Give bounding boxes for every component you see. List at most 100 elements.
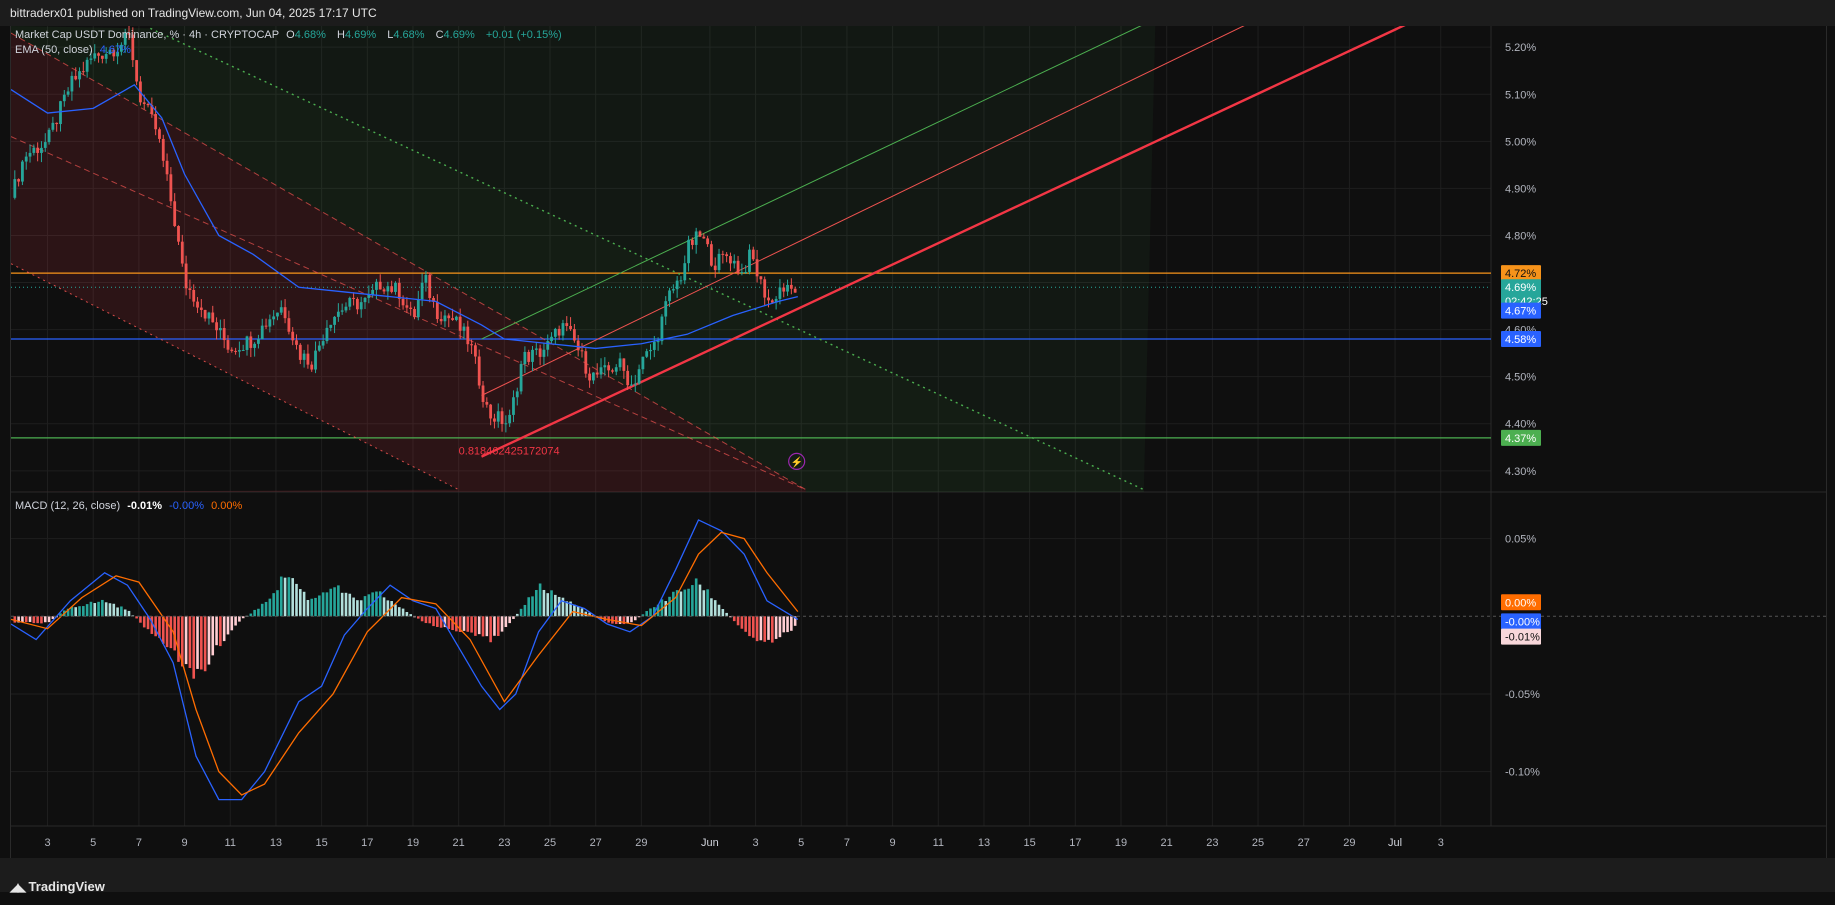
candle-body (283, 307, 287, 319)
candle-body (561, 323, 565, 336)
macd-histogram-bar (710, 598, 713, 617)
candle-body (158, 129, 161, 139)
candle-body (43, 142, 47, 148)
time-tick-label: 27 (1298, 837, 1310, 849)
macd-histogram-bar (222, 616, 226, 642)
time-tick-label: 9 (890, 837, 896, 849)
candle-body (390, 286, 394, 292)
macd-histogram-bar (729, 616, 732, 618)
macd-histogram-bar (576, 606, 580, 617)
candle-body (249, 336, 253, 348)
macd-histogram-bar (24, 616, 28, 623)
candle-body (199, 307, 203, 310)
candle-body (515, 391, 519, 398)
candle-body (173, 201, 177, 227)
candle-body (546, 341, 550, 350)
macd-histogram-bar (211, 616, 215, 656)
candle-body (24, 156, 28, 162)
candle-body (413, 309, 416, 318)
candle-body (504, 423, 508, 425)
ema-price-badge: 4.67% (1501, 302, 1541, 319)
macd-histogram-bar (649, 608, 652, 617)
macd-histogram-bar (340, 592, 344, 617)
up-channel-base-line (480, 26, 1406, 458)
macd-histogram-bar (283, 577, 287, 617)
macd-histogram-bar (683, 589, 687, 617)
fib-annotation: 0.818462425172074 (459, 445, 560, 457)
macd-histogram-bar (702, 590, 706, 617)
candle-body (443, 315, 447, 322)
candle-body (329, 324, 333, 328)
macd-histogram-bar (618, 616, 622, 624)
candle-body (553, 328, 557, 337)
candle-body (367, 294, 371, 298)
candle-body (314, 350, 317, 370)
candle-body (123, 32, 127, 45)
macd-histogram-bar (378, 591, 382, 617)
candle-body (276, 312, 279, 317)
time-tick-label: 21 (1161, 837, 1173, 849)
macd-tick-label: -0.10% (1505, 767, 1540, 779)
time-tick-label: 17 (361, 837, 373, 849)
candle-body (466, 326, 470, 345)
candle-body (295, 340, 298, 345)
up-channel-top-line (481, 26, 1142, 340)
level-badge-orange: 4.72% (1501, 265, 1541, 282)
time-tick-label: 3 (1438, 837, 1444, 849)
macd-histogram-bar (13, 616, 17, 623)
candle-body (146, 103, 150, 106)
macd-histogram-bar (656, 604, 660, 617)
candle-body (523, 351, 527, 365)
macd-histogram-bar (291, 578, 294, 617)
candle-body (611, 370, 614, 372)
macd-histogram-bar (417, 616, 420, 619)
macd-histogram-bar (66, 608, 70, 617)
candle-body (211, 312, 215, 323)
macd-histogram-bar (135, 616, 138, 619)
candle-body (732, 260, 736, 264)
macd-histogram-bar (557, 596, 561, 617)
candle-body (333, 316, 336, 325)
macd-histogram-bar (409, 614, 412, 617)
macd-histogram-bar (215, 616, 218, 646)
candle-body (66, 91, 70, 95)
macd-histogram-bar (508, 616, 511, 624)
macd-histogram-bar (302, 591, 306, 617)
macd-histogram-bar (299, 589, 302, 617)
macd-histogram-bar (89, 601, 93, 617)
macd-histogram-bar (641, 614, 645, 617)
macd-histogram-bar (546, 593, 550, 617)
macd-histogram-bar (401, 608, 405, 617)
macd-histogram-bar (397, 607, 401, 617)
time-tick-label: Jun (701, 837, 719, 849)
macd-histogram-bar (329, 588, 333, 617)
candle-body (778, 287, 782, 299)
time-tick-label: 11 (933, 837, 944, 849)
macd-histogram-bar (767, 616, 770, 640)
candle-body (310, 364, 314, 370)
candle-body (359, 302, 363, 310)
macd-histogram-bar (325, 592, 329, 617)
macd-histogram-bar (21, 616, 24, 622)
macd-histogram-bar (470, 616, 473, 633)
macd-histogram-bar (622, 616, 626, 625)
candle-body (679, 280, 683, 282)
signal-line (11, 531, 799, 796)
candle-body (489, 404, 493, 419)
candle-body (55, 122, 59, 125)
candle-body (108, 49, 112, 55)
candle-body (17, 179, 21, 182)
macd-histogram-bar (721, 609, 725, 617)
candle-body (192, 289, 196, 302)
macd-histogram-bar (314, 597, 317, 617)
macd-histogram-bar (85, 604, 89, 617)
main-pane: 0.818462425172074 ⚡ (11, 26, 1491, 492)
macd-histogram-bar (120, 606, 123, 617)
candle-body (538, 348, 542, 357)
candle-body (660, 316, 664, 342)
candle-body (614, 367, 618, 372)
chart-canvas[interactable]: 0.818462425172074 ⚡ 5.20% 5.10% 5.00% 4.90% 4.… (11, 26, 1826, 858)
candle-body (420, 282, 424, 300)
candle-body (222, 328, 226, 341)
chart-frame[interactable]: 0.818462425172074 ⚡ 5.20% 5.10% 5.00% 4.90% 4.… (10, 26, 1827, 858)
